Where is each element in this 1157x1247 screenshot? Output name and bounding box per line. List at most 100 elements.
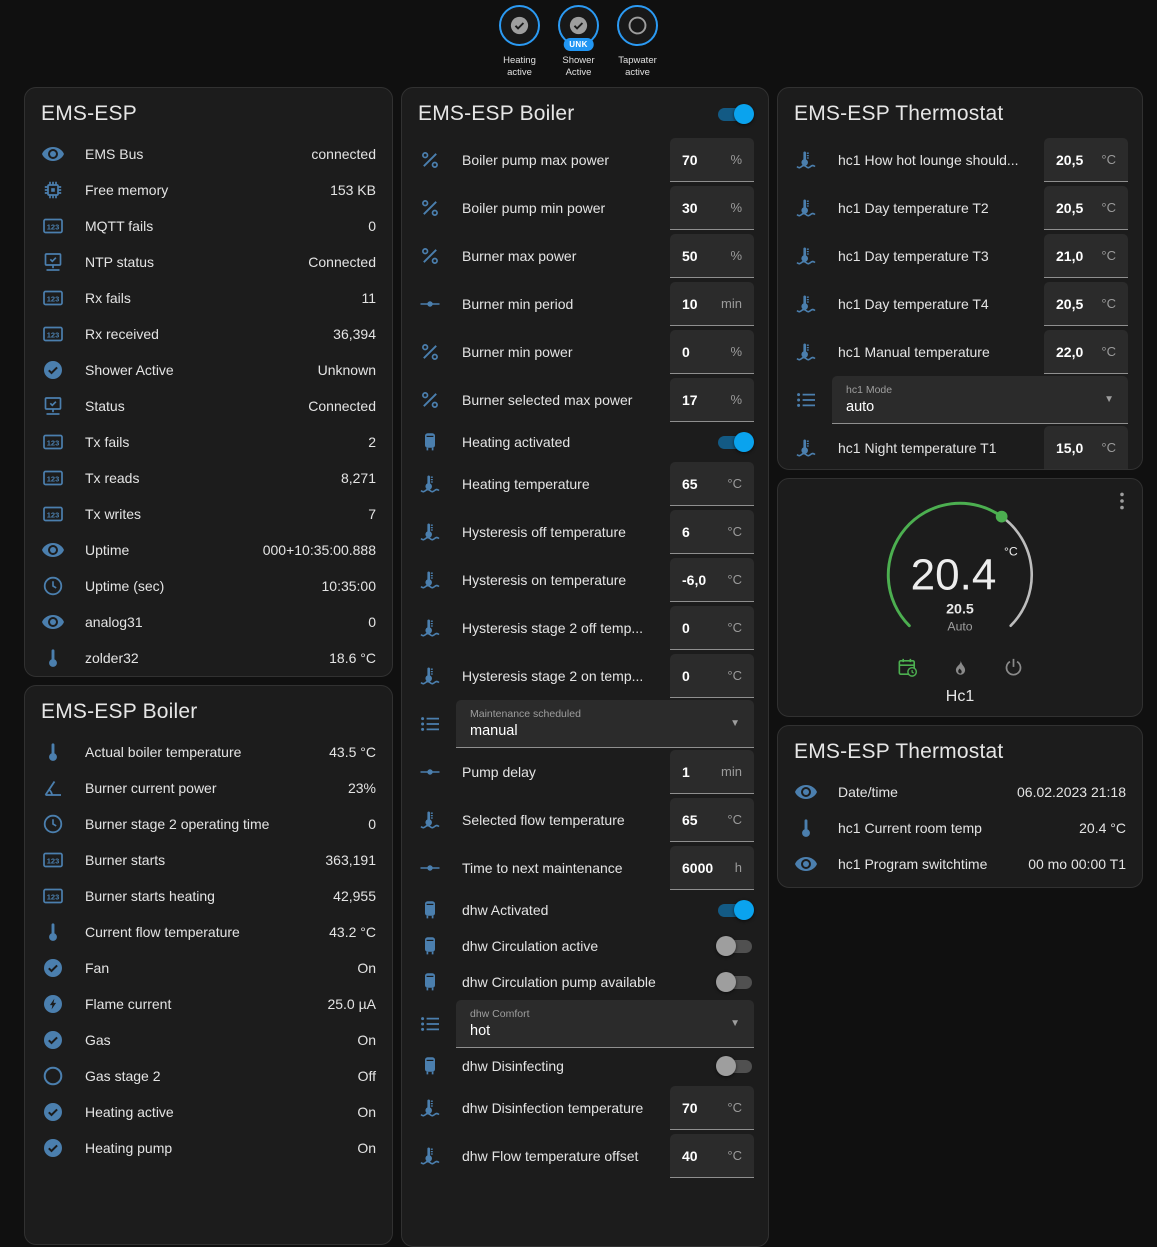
entity-row[interactable]: 123 Burner starts heating 42,955 [25,878,392,914]
config-row: dhw Activated [402,892,768,928]
number-value: 15,0 [1056,439,1084,456]
entity-row[interactable]: Heating pump On [25,1130,392,1166]
number-input[interactable]: 0% [670,330,754,374]
number-input[interactable]: 65 °C [670,462,754,506]
number-input[interactable]: 20,5 °C [1044,138,1128,182]
number-input[interactable]: 15,0 °C [1044,426,1128,469]
status-badge[interactable]: Heating active [496,5,544,80]
number-input[interactable]: 0 °C [670,606,754,650]
number-input[interactable]: 70 °C [670,1086,754,1130]
number-input[interactable]: 20,5 °C [1044,282,1128,326]
power-icon[interactable] [1002,656,1025,679]
entity-row[interactable]: Uptime 000+10:35:00.888 [25,532,392,568]
toggle-switch[interactable] [716,1056,754,1076]
thermometer-icon [794,816,818,840]
number-input[interactable]: -6,0 °C [670,558,754,602]
status-badge[interactable]: Tapwater active [614,5,662,80]
number-input[interactable]: 50% [670,234,754,278]
entity-name: Current flow temperature [85,924,240,940]
config-row: Boiler pump min power 30% [402,184,768,232]
entity-row[interactable]: Uptime (sec) 10:35:00 [25,568,392,604]
status-badge[interactable]: UNK Shower Active [555,5,603,80]
number-unit: min [721,296,742,311]
number-input[interactable]: 10 min [670,282,754,326]
entity-row[interactable]: 123 Tx writes 7 [25,496,392,532]
toggle-switch[interactable] [716,900,754,920]
number-value: 50 [682,247,698,264]
entity-row[interactable]: Status Connected [25,388,392,424]
entity-row[interactable]: analog31 0 [25,604,392,640]
number-input[interactable]: 17% [670,378,754,422]
number-value: 70 [682,1099,698,1116]
select-field[interactable]: Maintenance scheduled manual ▼ [456,700,754,748]
select-field[interactable]: dhw Comfort hot ▼ [456,1000,754,1048]
number-value: 6 [682,523,690,540]
toggle-switch[interactable] [716,432,754,452]
entity-row[interactable]: Burner stage 2 operating time 0 [25,806,392,842]
entity-row[interactable]: hc1 Current room temp 20.4 °C [778,810,1142,846]
entity-row[interactable]: EMS Bus connected [25,136,392,172]
entity-row[interactable]: Flame current 25.0 µA [25,986,392,1022]
entity-value: On [357,1140,376,1156]
list-icon [418,712,442,736]
number-input[interactable]: 6000 h [670,846,754,890]
entity-row[interactable]: Burner current power 23% [25,770,392,806]
entity-row[interactable]: 123 Tx fails 2 [25,424,392,460]
entity-row[interactable]: Heating active On [25,1094,392,1130]
entity-row[interactable]: NTP status Connected [25,244,392,280]
check-circle-icon [41,1136,65,1160]
entity-row[interactable]: 123 Burner starts 363,191 [25,842,392,878]
entity-row[interactable]: 123 Rx fails 11 [25,280,392,316]
entity-row[interactable]: 123 Tx reads 8,271 [25,460,392,496]
circle-outline-icon [626,14,649,37]
config-row: hc1 How hot lounge should... 20,5 °C [778,136,1142,184]
badge-circle [499,5,540,46]
svg-text:123: 123 [47,295,60,304]
entity-row[interactable]: Shower Active Unknown [25,352,392,388]
number-input[interactable]: 70% [670,138,754,182]
badge-circle [617,5,658,46]
entity-row[interactable]: Actual boiler temperature 43.5 °C [25,734,392,770]
entity-value: 363,191 [325,852,376,868]
dots-vertical-icon[interactable] [1110,489,1134,513]
water-boiler-icon [418,970,442,994]
select-label: dhw Comfort [470,1008,530,1020]
entity-row[interactable]: 123 Rx received 36,394 [25,316,392,352]
toggle-switch[interactable] [716,972,754,992]
number-input[interactable]: 30% [670,186,754,230]
entity-row[interactable]: Date/time 06.02.2023 21:18 [778,774,1142,810]
config-name: Pump delay [462,764,536,780]
select-texts: hc1 Mode auto [846,384,1104,415]
number-input[interactable]: 0 °C [670,654,754,698]
select-field[interactable]: hc1 Mode auto ▼ [832,376,1128,424]
entity-row[interactable]: Gas stage 2 Off [25,1058,392,1094]
card-thermostat-dial: 20.4 °C 20.5 Auto Hc1 [777,478,1143,717]
number-input[interactable]: 22,0 °C [1044,330,1128,374]
entity-row[interactable]: hc1 Program switchtime 00 mo 00:00 T1 [778,846,1142,882]
config-name: Boiler pump max power [462,152,610,168]
toggle-switch[interactable] [716,936,754,956]
number-input[interactable]: 40 °C [670,1134,754,1178]
entity-row[interactable]: Current flow temperature 43.2 °C [25,914,392,950]
fire-icon[interactable] [949,656,972,679]
calendar-clock-icon[interactable] [896,656,919,679]
number-input[interactable]: 20,5 °C [1044,186,1128,230]
entity-name: Status [85,398,125,414]
number-input[interactable]: 1 min [670,750,754,794]
config-name: Heating temperature [462,476,590,492]
config-row: Boiler pump max power 70% [402,136,768,184]
number-input[interactable]: 65 °C [670,798,754,842]
entity-row[interactable]: 123 MQTT fails 0 [25,208,392,244]
select-texts: Maintenance scheduled manual [470,708,730,739]
entity-row[interactable]: Gas On [25,1022,392,1058]
dial-knob[interactable] [995,510,1008,523]
entity-row[interactable]: Fan On [25,950,392,986]
number-input[interactable]: 21,0 °C [1044,234,1128,278]
entity-row[interactable]: zolder32 18.6 °C [25,640,392,676]
card-thermostat-status: EMS-ESP Thermostat Date/time 06.02.2023 2… [777,725,1143,888]
entity-row[interactable]: Free memory 153 KB [25,172,392,208]
entity-value: 06.02.2023 21:18 [1017,784,1126,800]
number-input[interactable]: 6 °C [670,510,754,554]
card-header-toggle[interactable] [716,104,754,124]
config-row: Heating temperature 65 °C [402,460,768,508]
